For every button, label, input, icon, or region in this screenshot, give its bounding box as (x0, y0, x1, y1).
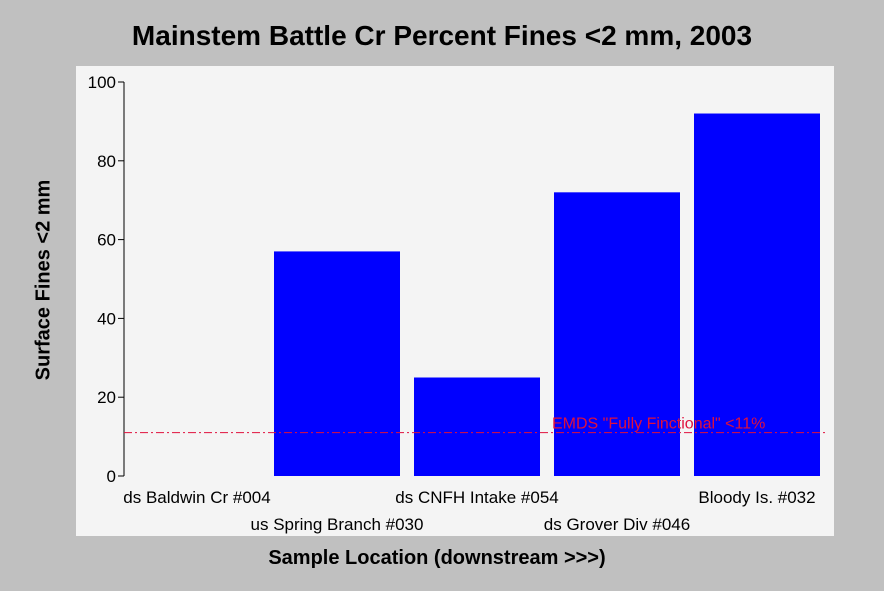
y-tick-label-80: 80 (97, 152, 116, 171)
y-tick-label-60: 60 (97, 231, 116, 250)
x-axis-label: Sample Location (downstream >>>) (268, 547, 606, 569)
chart-title: Mainstem Battle Cr Percent Fines <2 mm, … (131, 20, 753, 51)
y-tick-label-40: 40 (97, 309, 116, 328)
x-tick-label-2: us Spring Branch #030 (251, 515, 424, 534)
x-tick-label-3: ds CNFH Intake #054 (395, 488, 558, 507)
bar-2 (274, 251, 400, 476)
x-tick-label-5: Bloody Is. #032 (698, 488, 815, 507)
bar-5 (694, 113, 820, 477)
bar-4 (554, 192, 680, 476)
y-tick-label-0: 0 (107, 467, 116, 486)
x-tick-label-1: ds Baldwin Cr #004 (123, 488, 270, 507)
bar-3 (414, 377, 540, 476)
y-tick-label-100: 100 (88, 73, 116, 92)
y-tick-label-20: 20 (97, 388, 116, 407)
x-tick-label-4: ds Grover Div #046 (544, 515, 690, 534)
reference-line-label: EMDS "Fully Finctional" <11% (552, 416, 765, 433)
